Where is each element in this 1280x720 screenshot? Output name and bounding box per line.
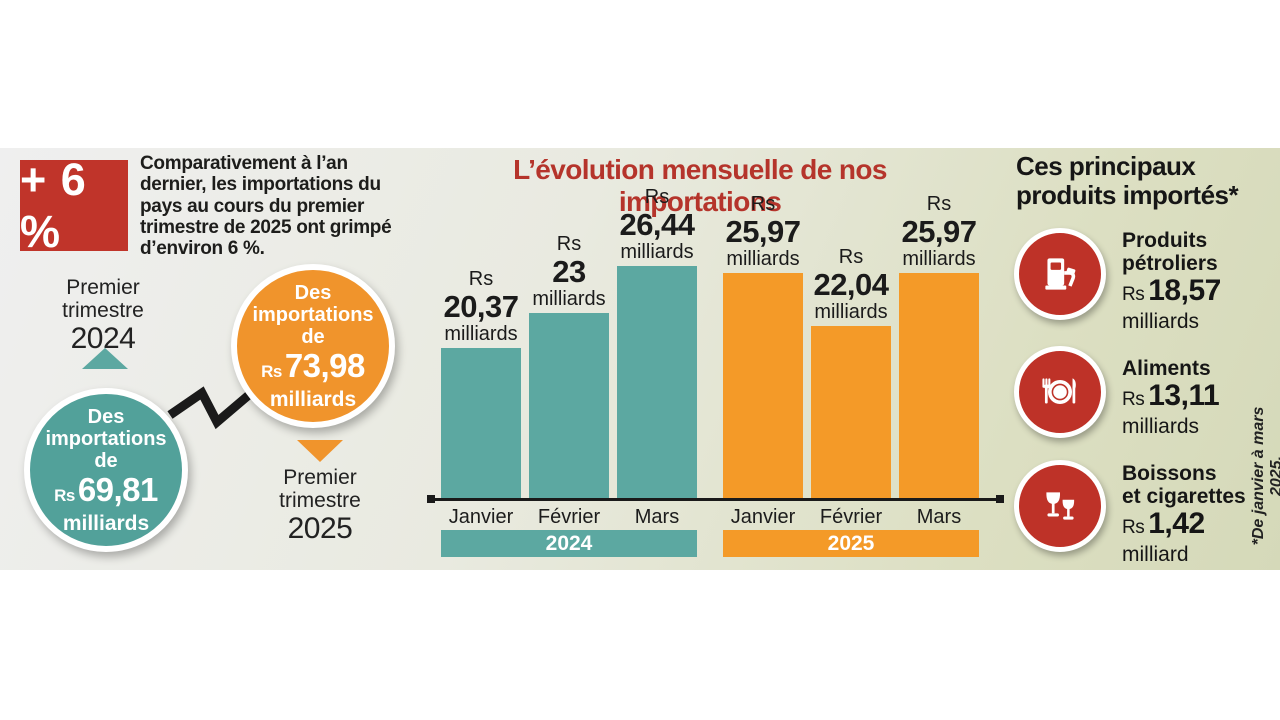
bubble-2025-line2: importations [252, 303, 374, 326]
product-circle-drinks [1014, 460, 1106, 552]
quarter-2025-line1: Premier [283, 466, 357, 489]
products-heading: Ces principaux produits importés* [1016, 152, 1266, 209]
bar-value-label-mars-2025: Rs 25,97 milliards [901, 193, 977, 270]
growth-badge: + 6 % [20, 154, 128, 257]
bubble-2024-line2: importations [45, 427, 167, 450]
product-item-food: Aliments Rs 13,11 milliards [1122, 357, 1220, 438]
product-name: Produits [1122, 229, 1208, 252]
year-band-2024: 2024 [441, 530, 697, 557]
chart-title: L’évolution mensuelle de nos importation… [513, 154, 887, 217]
month-label-janvier-2024: Janvier [448, 506, 514, 528]
product-value: Rs 13,11 [1122, 379, 1220, 412]
year-band-2025: 2025 [723, 530, 979, 557]
wine-glasses-icon [1046, 492, 1075, 520]
summary-text: Comparativement à l’an dernier, les impo… [140, 153, 392, 260]
bubble-2025-line3: de [301, 325, 325, 348]
total-imports-2025-bubble: Des importations de Rs73,98 milliards [231, 264, 395, 428]
product-circle-food [1014, 346, 1106, 438]
product-unit: milliards [1122, 415, 1200, 438]
quarter-label-2024: Premier trimestre 2024 [30, 276, 176, 355]
product-item-petroleum: Produits pétroliers Rs 18,57 milliards [1122, 229, 1221, 333]
product-unit: milliard [1122, 543, 1189, 566]
dining-plate-icon [1042, 378, 1076, 405]
bar-fevrier-2025 [811, 326, 891, 499]
growth-badge-label: + 6 % [20, 153, 87, 257]
up-triangle-icon [82, 348, 128, 369]
products-heading-line1: Ces principaux [1016, 151, 1196, 181]
bar-fevrier-2024 [529, 313, 609, 499]
bar-value-label-fevrier-2024: Rs 23 milliards [532, 233, 606, 310]
bubble-2024-line3: de [94, 449, 118, 472]
bar-mars-2025 [899, 273, 979, 499]
x-axis-line [431, 498, 999, 501]
bubble-2025-line1: Des [294, 281, 332, 304]
bubble-2024-line1: Des [87, 405, 125, 428]
month-label-janvier-2025: Janvier [730, 506, 796, 528]
quarter-2024-line1: Premier [66, 276, 140, 299]
product-circle-petroleum [1014, 228, 1106, 320]
total-imports-2024-bubble: Des importations de Rs69,81 milliards [24, 388, 188, 552]
month-label-fevrier-2025: Février [819, 506, 883, 528]
month-label-mars-2024: Mars [634, 506, 680, 528]
quarter-2024-line2: trimestre [62, 299, 144, 322]
bar-value-label-janvier-2024: Rs 20,37 milliards [443, 268, 519, 345]
bubble-2025-value: Rs73,98 [261, 346, 365, 384]
bar-janvier-2025 [723, 273, 803, 499]
product-name: Aliments [1122, 357, 1211, 380]
bubble-2025-unit: milliards [269, 387, 357, 411]
bar-janvier-2024 [441, 348, 521, 499]
axis-end-dot-left [427, 495, 435, 503]
bubble-2024-value: Rs69,81 [54, 470, 158, 508]
product-item-drinks: Boissons et cigarettes Rs 1,42 milliard [1122, 462, 1246, 566]
product-unit: milliards [1122, 310, 1200, 333]
bar-value-label-fevrier-2025: Rs 22,04 milliards [813, 246, 889, 323]
axis-end-dot-right [996, 495, 1004, 503]
bar-mars-2024 [617, 266, 697, 499]
product-name: Boissons [1122, 462, 1217, 485]
fuel-pump-icon [1045, 258, 1076, 290]
product-value: Rs 18,57 [1122, 274, 1221, 307]
product-name-line2: pétroliers [1122, 252, 1218, 275]
quarter-label-2025: Premier trimestre 2025 [245, 466, 395, 545]
product-value: Rs 1,42 [1122, 507, 1205, 540]
bubble-2024-unit: milliards [62, 511, 150, 535]
products-heading-line2: produits importés* [1016, 179, 1239, 210]
footnote: *De janvier à mars 2025. [1250, 406, 1280, 546]
bar-value-label-mars-2024: Rs 26,44 milliards [619, 186, 695, 263]
product-name-line2: et cigarettes [1122, 485, 1246, 508]
quarter-2025-year: 2025 [287, 512, 353, 545]
zigzag-connector-line [167, 386, 253, 430]
bar-value-label-janvier-2025: Rs 25,97 milliards [725, 193, 801, 270]
down-triangle-icon [297, 440, 343, 462]
month-label-fevrier-2024: Février [537, 506, 601, 528]
quarter-2025-line2: trimestre [279, 489, 361, 512]
month-label-mars-2025: Mars [916, 506, 962, 528]
